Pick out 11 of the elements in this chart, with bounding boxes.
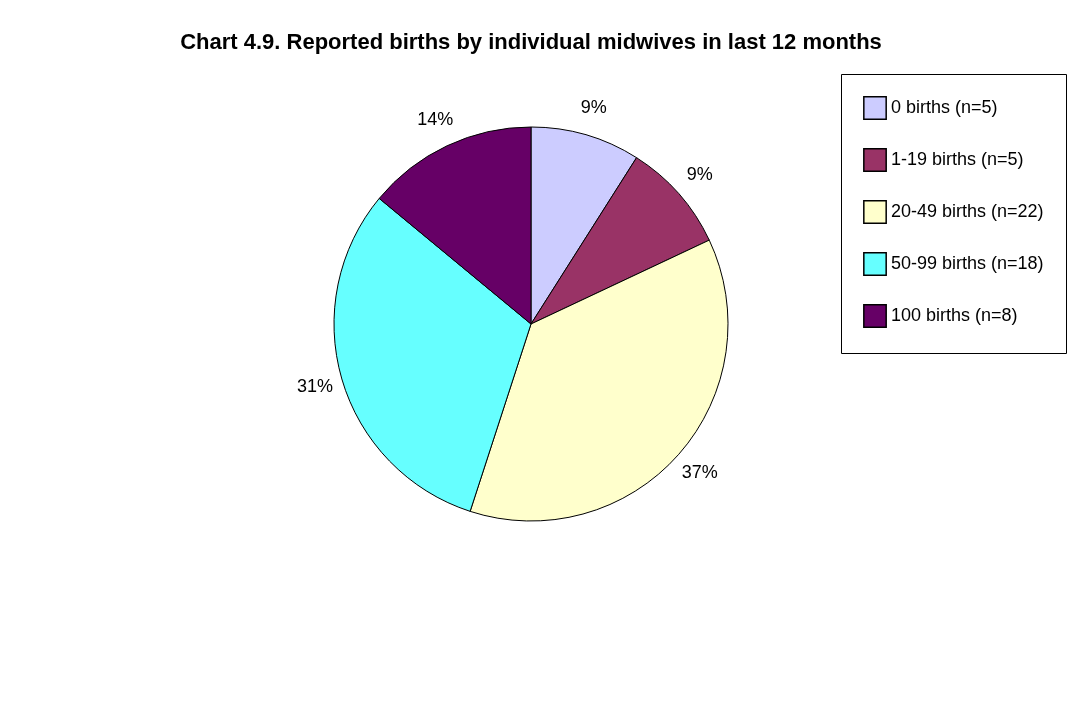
chart-title: Chart 4.9. Reported births by individual midwives in last 12 months (180, 28, 882, 54)
data-label: 9% (686, 164, 713, 185)
data-label: 9% (580, 96, 607, 117)
data-label: 37% (681, 461, 718, 482)
legend-label: 50-99 births (n=18) (891, 253, 1044, 273)
data-label: 31% (296, 375, 333, 396)
legend-label: 0 births (n=5) (891, 97, 998, 117)
legend-label: 20-49 births (n=22) (891, 201, 1044, 221)
legend-label: 100 births (n=8) (891, 305, 1018, 325)
data-label: 14% (417, 109, 454, 130)
legend-label: 1-19 births (n=5) (891, 149, 1024, 169)
